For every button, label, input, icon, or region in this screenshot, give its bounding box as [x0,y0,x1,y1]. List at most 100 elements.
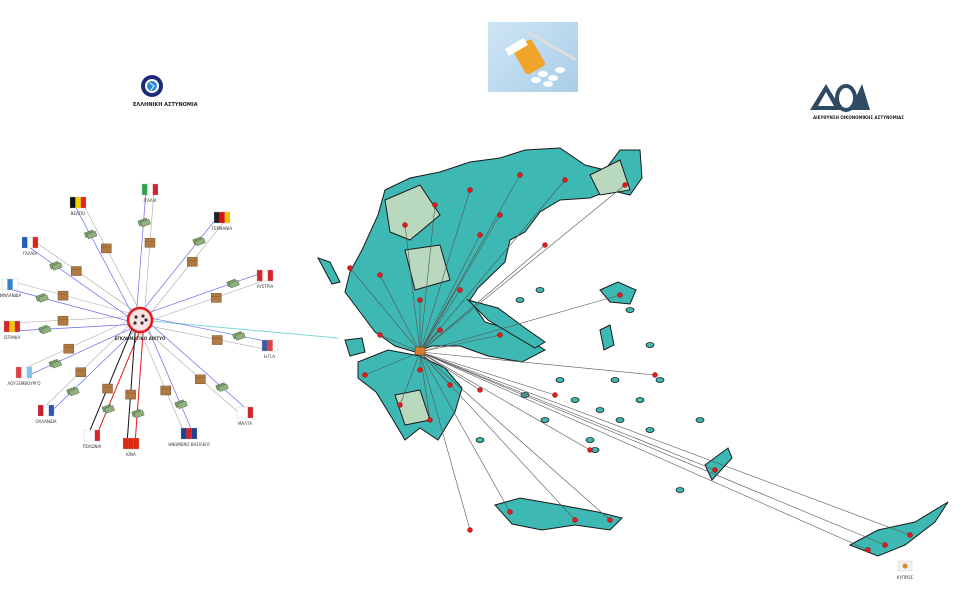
country-node: ΠΟΛΩΝΙΑ [83,429,102,449]
country-node: ΛΟΥΞΕΜΒΟΥΡΓΟ [8,366,41,386]
island [615,417,625,423]
doa-logo-icon [810,84,870,112]
flag-stripe [80,197,86,208]
flag-stripe [147,184,153,195]
banknote [140,218,151,228]
person-icon [134,315,138,319]
flag-stripe [181,428,187,439]
money-icon [232,331,246,341]
package-icon [71,266,82,276]
link-line [419,351,576,521]
person-icon [133,321,137,325]
location-pin-icon [362,372,368,378]
banknote [194,237,206,247]
criminal-network-diagram: ΒΕΛΓΙΟ ΙΤΑΛΙΑ ΓΕΡΜΑΝΙΑ ΓΑΛΛΙΑ ΦΙΝΛΑΝΔΙΑ ΑΥΣΤΡ… [0,183,339,457]
money-icon [38,324,52,335]
location-pin-icon [402,222,408,228]
country-label: ΜΑΛΤΑ [238,421,252,426]
goods-flow-line [137,322,243,417]
money-icon [131,408,145,419]
location-pin-icon [432,202,438,208]
country-flag-icon [15,366,33,379]
link-line [419,351,911,536]
banknote [177,400,188,409]
goods-flow-line [22,316,139,370]
location-pin-icon [427,417,433,423]
link-line [419,204,436,353]
flag-stripe [128,438,134,449]
map-region-chios [599,324,615,351]
banknote [38,294,49,303]
link-line [419,334,501,353]
country-node: ΙΤΑΛΙΑ [141,183,159,203]
flag-stripe [247,407,253,418]
flag-stripe [219,212,225,223]
money-icon [101,404,115,414]
hub-to-map-line [139,319,339,339]
country-label: ΗΝΩΜΕΝΟ ΒΑΣΙΛΕΙΟ [168,442,209,447]
country-flag-icon [261,339,279,352]
country-node: ΙΣΠΑΝΙΑ [4,320,21,340]
flag-stripe [186,428,192,439]
banknote [133,410,145,419]
location-pin-icon [865,547,871,553]
location-pin-icon [497,332,503,338]
money-flow-line [140,315,271,343]
banknote [51,262,63,271]
island [585,437,595,443]
money-flow-line [142,316,248,411]
link-line [419,351,886,546]
package-body [125,389,136,400]
money-icon [174,399,188,409]
greece-map: ΚΥΠΡΟΣ [316,147,949,580]
flag-stripe [123,438,129,449]
map-region-kefalonia [344,337,366,357]
location-pin-icon [377,332,383,338]
hellenic-police-emblem-icon [141,75,163,97]
money-flow-line [74,204,137,323]
flag-stripe [133,438,139,449]
person-icon [144,318,148,322]
location-pin-icon [542,242,548,248]
doa-logo-text: ΔΙΕΥΘΥΝΣΗ ΟΙΚΟΝΟΜΙΚΗΣ ΑΣΤΥΝΟΜΙΑΣ [813,115,905,120]
package-body [63,343,74,354]
map-region-cyprus [848,501,949,557]
flag-stripe [21,367,27,378]
location-pin-icon [497,212,503,218]
link-line [349,267,421,353]
link-line [419,351,656,376]
country-flag-icon [83,429,101,442]
money-flow-line [48,322,144,415]
link-line [419,294,621,353]
country-label: ΛΟΥΞΕΜΒΟΥΡΓΟ [8,381,41,386]
country-flag-icon [141,183,159,196]
package-icon [211,293,222,303]
country-label: ΙΣΠΑΝΙΑ [4,335,21,340]
banknote [234,332,246,341]
person-icon [140,321,144,325]
location-pin-icon [377,272,383,278]
island [695,417,705,423]
pills-photo [488,22,578,92]
money-flow-line [8,288,140,325]
flag-stripe [257,270,263,281]
link-line [419,351,611,521]
package-icon [125,389,136,400]
money-icon [35,293,49,303]
location-pin-icon [347,265,353,271]
package-body [160,385,171,396]
flag-stripe [84,430,90,441]
flag-stripe [7,279,13,290]
doa-logo [808,80,872,114]
country-label: ΠΟΛΩΝΙΑ [83,444,102,449]
country-flag-icon [180,427,198,440]
flag-stripe [214,212,220,223]
map-region-rhodes [704,447,733,481]
flag-stripe [2,279,8,290]
location-pin-icon [517,172,523,178]
package-icon [63,343,74,354]
country-node: ΟΛΛΑΝΔΙΑ [35,404,57,424]
goods-flow-line [142,220,226,323]
map-region-macedonia-light [384,184,441,241]
